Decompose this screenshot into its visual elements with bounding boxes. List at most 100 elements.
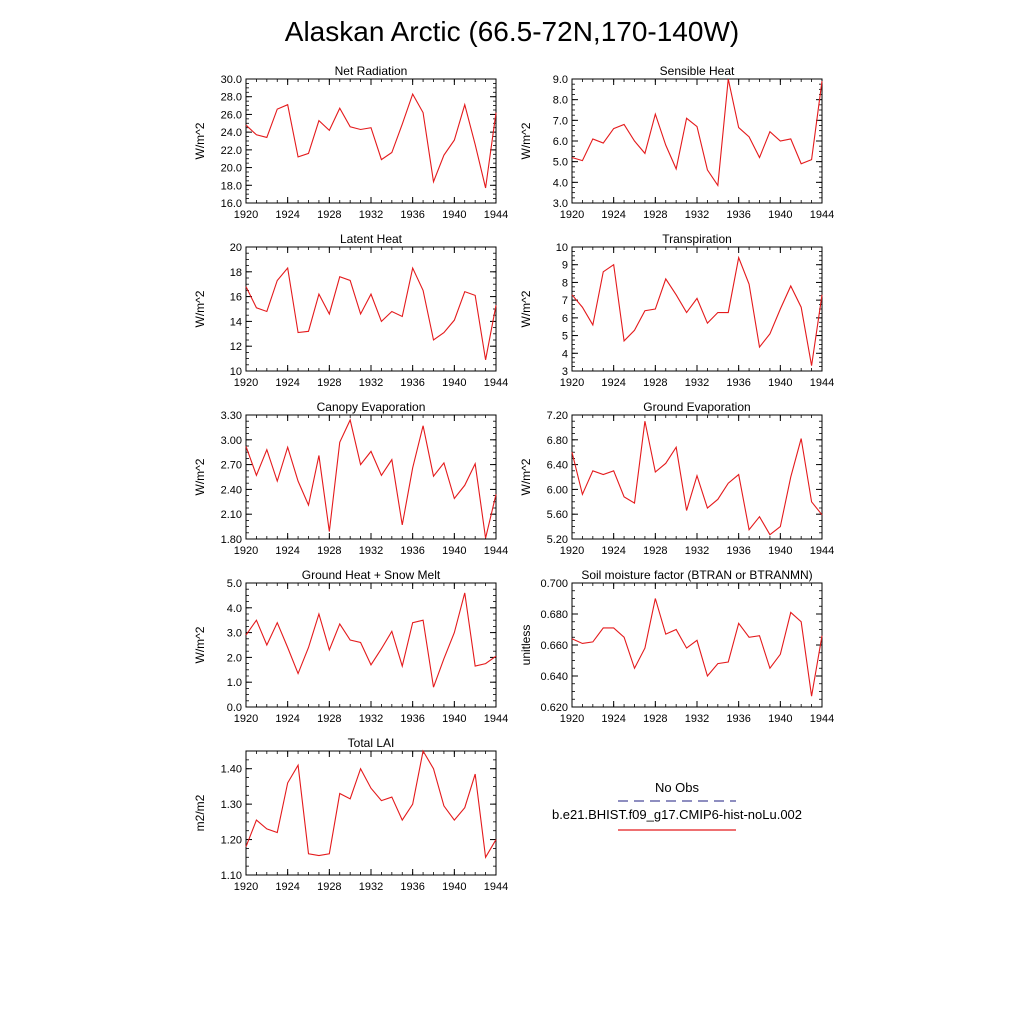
x-tick-label: 1944 (810, 209, 834, 221)
x-tick-label: 1944 (484, 377, 508, 389)
x-tick-label: 1932 (685, 209, 709, 221)
panel-sensible-heat: 1920 1924 1928 1932 1936 1940 1944 3.0 4.0 5.0 6.0… (519, 64, 834, 221)
panel-canopy-evaporation: 1920 1924 1928 1932 1936 1940 1944 1.80 2.10 2.40… (193, 400, 508, 557)
x-tick-label: 1928 (317, 377, 341, 389)
series-line-net-radiation (245, 92, 497, 189)
y-axis-label: W/m^2 (193, 458, 207, 495)
series-line-latent-heat (245, 266, 497, 360)
y-tick-label: 5.0 (553, 157, 568, 169)
x-tick-label: 1940 (442, 377, 466, 389)
series-line-ground-heat-snow-melt (245, 592, 497, 688)
plot-frame (245, 750, 497, 876)
y-axis-label: W/m^2 (519, 458, 533, 495)
panel-latent-heat: 1920 1924 1928 1932 1936 1940 1944 10 12 14 16 18 20… (193, 232, 508, 389)
x-tick-label: 1936 (400, 881, 424, 893)
x-tick-label: 1944 (810, 377, 834, 389)
x-tick-label: 1924 (601, 377, 625, 389)
y-tick-label: 24.0 (221, 127, 242, 139)
y-axis-label: unitless (519, 625, 533, 666)
y-tick-label: 9 (562, 260, 568, 272)
x-tick-label: 1928 (643, 209, 667, 221)
x-tick-label: 1940 (442, 545, 466, 557)
plot-frame (245, 414, 497, 540)
x-tick-label: 1920 (560, 545, 584, 557)
x-tick-label: 1920 (234, 209, 258, 221)
y-tick-label: 1.30 (221, 799, 242, 811)
legend-obs-label: No Obs (655, 780, 700, 795)
y-tick-label: 5 (562, 331, 568, 343)
series-line-total-lai (245, 749, 497, 859)
x-tick-label: 1928 (643, 377, 667, 389)
y-axis-label: W/m^2 (519, 122, 533, 159)
x-tick-label: 1924 (275, 545, 299, 557)
legend-model-label: b.e21.BHIST.f09_g17.CMIP6-hist-noLu.002 (552, 807, 802, 822)
y-tick-label: 3.00 (221, 435, 242, 447)
x-tick-label: 1920 (560, 209, 584, 221)
x-tick-label: 1932 (359, 545, 383, 557)
x-tick-label: 1928 (317, 209, 341, 221)
y-tick-label: 14 (230, 316, 242, 328)
y-tick-label: 1.20 (221, 835, 242, 847)
y-tick-label: 6.80 (547, 435, 568, 447)
y-tick-label: 0.680 (540, 609, 568, 621)
y-tick-label: 0.640 (540, 671, 568, 683)
y-tick-label: 6.00 (547, 484, 568, 496)
y-axis-label: m2/m2 (193, 794, 207, 831)
panel-ground-evaporation: 1920 1924 1928 1932 1936 1940 1944 5.20 5.60 6.00… (519, 400, 834, 557)
x-tick-label: 1940 (768, 545, 792, 557)
x-tick-label: 1936 (400, 209, 424, 221)
x-tick-label: 1936 (400, 713, 424, 725)
y-tick-label: 9.0 (553, 74, 568, 86)
x-tick-label: 1920 (234, 545, 258, 557)
series-line-soil-moisture-factor-btran-or-btranmn (571, 598, 823, 697)
y-tick-label: 2.70 (221, 460, 242, 472)
x-tick-label: 1932 (359, 713, 383, 725)
x-tick-label: 1936 (400, 377, 424, 389)
panel-total-lai: 1920 1924 1928 1932 1936 1940 1944 1.10 1.20 1.30… (193, 736, 508, 893)
y-tick-label: 2.0 (227, 652, 242, 664)
panel-soil-moisture-factor-btran-or-btranmn: 1920 1924 1928 1932 1936 1940 1944 0.620 0.640 0.… (519, 568, 834, 725)
panel-grid: 1920 1924 1928 1932 1936 1940 1944 16.0 18.0 20.0… (193, 64, 834, 893)
x-tick-label: 1932 (359, 881, 383, 893)
y-tick-label: 18.0 (221, 180, 242, 192)
y-tick-label: 3.0 (553, 198, 568, 210)
plot-frame (571, 78, 823, 204)
x-tick-label: 1944 (810, 713, 834, 725)
y-tick-label: 2.10 (221, 509, 242, 521)
panel-net-radiation: 1920 1924 1928 1932 1936 1940 1944 16.0 18.0 20.0… (193, 64, 508, 221)
x-tick-label: 1932 (685, 545, 709, 557)
y-axis-label: W/m^2 (519, 290, 533, 327)
panel-title: Transpiration (662, 232, 732, 246)
y-axis-label: W/m^2 (193, 122, 207, 159)
x-tick-label: 1932 (359, 377, 383, 389)
x-tick-label: 1944 (810, 545, 834, 557)
x-tick-label: 1940 (442, 209, 466, 221)
plot-frame (245, 582, 497, 708)
x-tick-label: 1940 (768, 377, 792, 389)
x-tick-label: 1920 (560, 377, 584, 389)
x-tick-label: 1928 (317, 713, 341, 725)
x-tick-label: 1940 (442, 713, 466, 725)
x-tick-label: 1940 (768, 713, 792, 725)
y-tick-label: 7 (562, 295, 568, 307)
y-tick-label: 1.10 (221, 870, 242, 882)
y-tick-label: 0.0 (227, 702, 242, 714)
y-tick-label: 6.40 (547, 460, 568, 472)
panel-title: Soil moisture factor (BTRAN or BTRANMN) (581, 568, 812, 582)
series-line-sensible-heat (571, 78, 823, 188)
y-tick-label: 4.0 (227, 603, 242, 615)
x-tick-label: 1936 (726, 713, 750, 725)
panel-title: Sensible Heat (660, 64, 735, 78)
x-tick-label: 1944 (484, 545, 508, 557)
x-tick-label: 1928 (643, 713, 667, 725)
x-tick-label: 1924 (601, 209, 625, 221)
y-tick-label: 0.660 (540, 640, 568, 652)
y-tick-label: 6.0 (553, 136, 568, 148)
y-tick-label: 12 (230, 341, 242, 353)
x-tick-label: 1920 (234, 713, 258, 725)
y-tick-label: 1.80 (221, 534, 242, 546)
panel-title: Ground Heat + Snow Melt (302, 568, 441, 582)
y-tick-label: 8.0 (553, 95, 568, 107)
x-tick-label: 1920 (560, 713, 584, 725)
